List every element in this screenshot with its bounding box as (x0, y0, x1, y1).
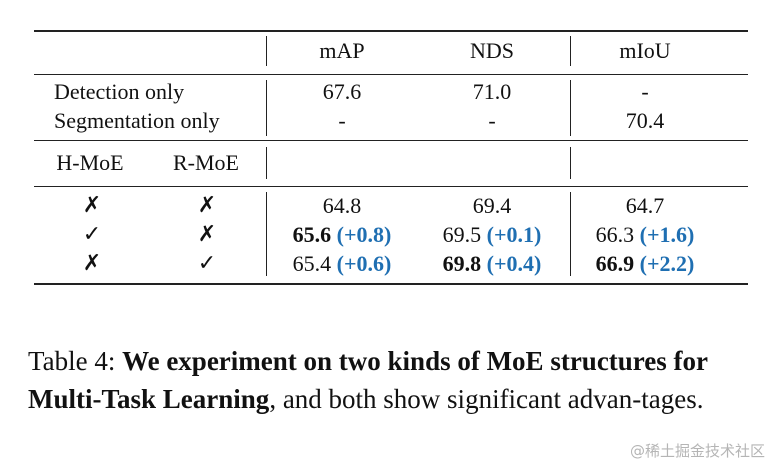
table-moe-header-rule (34, 186, 748, 187)
moe-row3-r-mark: ✓ (197, 251, 217, 276)
moe-row2-nds-delta: (+0.1) (486, 222, 542, 247)
moe-row2-nds: 69.5 (+0.1) (442, 222, 542, 247)
moe-row1-miou: 64.7 (625, 193, 665, 218)
moe-row1-h-mark: ✗ (82, 193, 102, 218)
moe-row2-map: 65.6 (+0.8) (292, 222, 392, 247)
moe-row3-miou-delta: (+2.2) (639, 251, 695, 276)
table-header-rule (34, 74, 748, 75)
moe-row3-miou: 66.9 (+2.2) (595, 251, 695, 276)
caption-rest: , and both show significant advan-tages. (269, 384, 704, 414)
vline-single-left (266, 80, 267, 136)
table-section-rule (34, 140, 748, 141)
vline-moe-right (570, 192, 571, 276)
vline-single-right (570, 80, 571, 136)
vline-header-right (570, 36, 571, 66)
moe-row2-map-delta: (+0.8) (336, 222, 392, 247)
moe-row3-nds: 69.8 (+0.4) (442, 251, 542, 276)
header-map: mAP (319, 38, 365, 63)
moe-row2-h-mark: ✓ (82, 222, 102, 247)
table-top-rule (34, 30, 748, 32)
segmentation-nds: - (488, 108, 496, 133)
row-label-detection: Detection only (54, 79, 185, 104)
header-miou: mIoU (619, 38, 671, 63)
header-r-moe: R-MoE (173, 150, 239, 175)
moe-row2-miou: 66.3 (+1.6) (595, 222, 695, 247)
segmentation-miou: 70.4 (625, 108, 665, 133)
moe-row3-map: 65.4 (+0.6) (292, 251, 392, 276)
moe-row1-r-mark: ✗ (197, 193, 217, 218)
caption-bold: We experiment on two kinds of MoE struct… (28, 346, 708, 414)
vline-moeh-right (570, 147, 571, 179)
table-bottom-rule (34, 283, 748, 285)
moe-row1-nds: 69.4 (472, 193, 512, 218)
moe-row1-map: 64.8 (322, 193, 362, 218)
header-h-moe: H-MoE (56, 150, 124, 175)
caption-prefix: Table 4: (28, 346, 123, 376)
header-nds: NDS (469, 38, 515, 63)
row-label-segmentation: Segmentation only (54, 108, 220, 133)
vline-moe-left (266, 192, 267, 276)
vline-header-left (266, 36, 267, 66)
detection-nds: 71.0 (472, 79, 512, 104)
moe-row3-map-delta: (+0.6) (336, 251, 392, 276)
moe-row3-h-mark: ✗ (82, 251, 102, 276)
vline-moeh-left (266, 147, 267, 179)
detection-map: 67.6 (322, 79, 362, 104)
detection-miou: - (641, 79, 649, 104)
segmentation-map: - (338, 108, 346, 133)
results-table: mAP NDS mIoU Detection only 67.6 71.0 - … (34, 30, 748, 285)
moe-row2-miou-delta: (+1.6) (639, 222, 695, 247)
moe-row2-r-mark: ✗ (197, 222, 217, 247)
watermark: @稀土掘金技术社区 (629, 442, 765, 460)
moe-row3-nds-delta: (+0.4) (486, 251, 542, 276)
table-caption: Table 4: We experiment on two kinds of M… (28, 342, 733, 418)
